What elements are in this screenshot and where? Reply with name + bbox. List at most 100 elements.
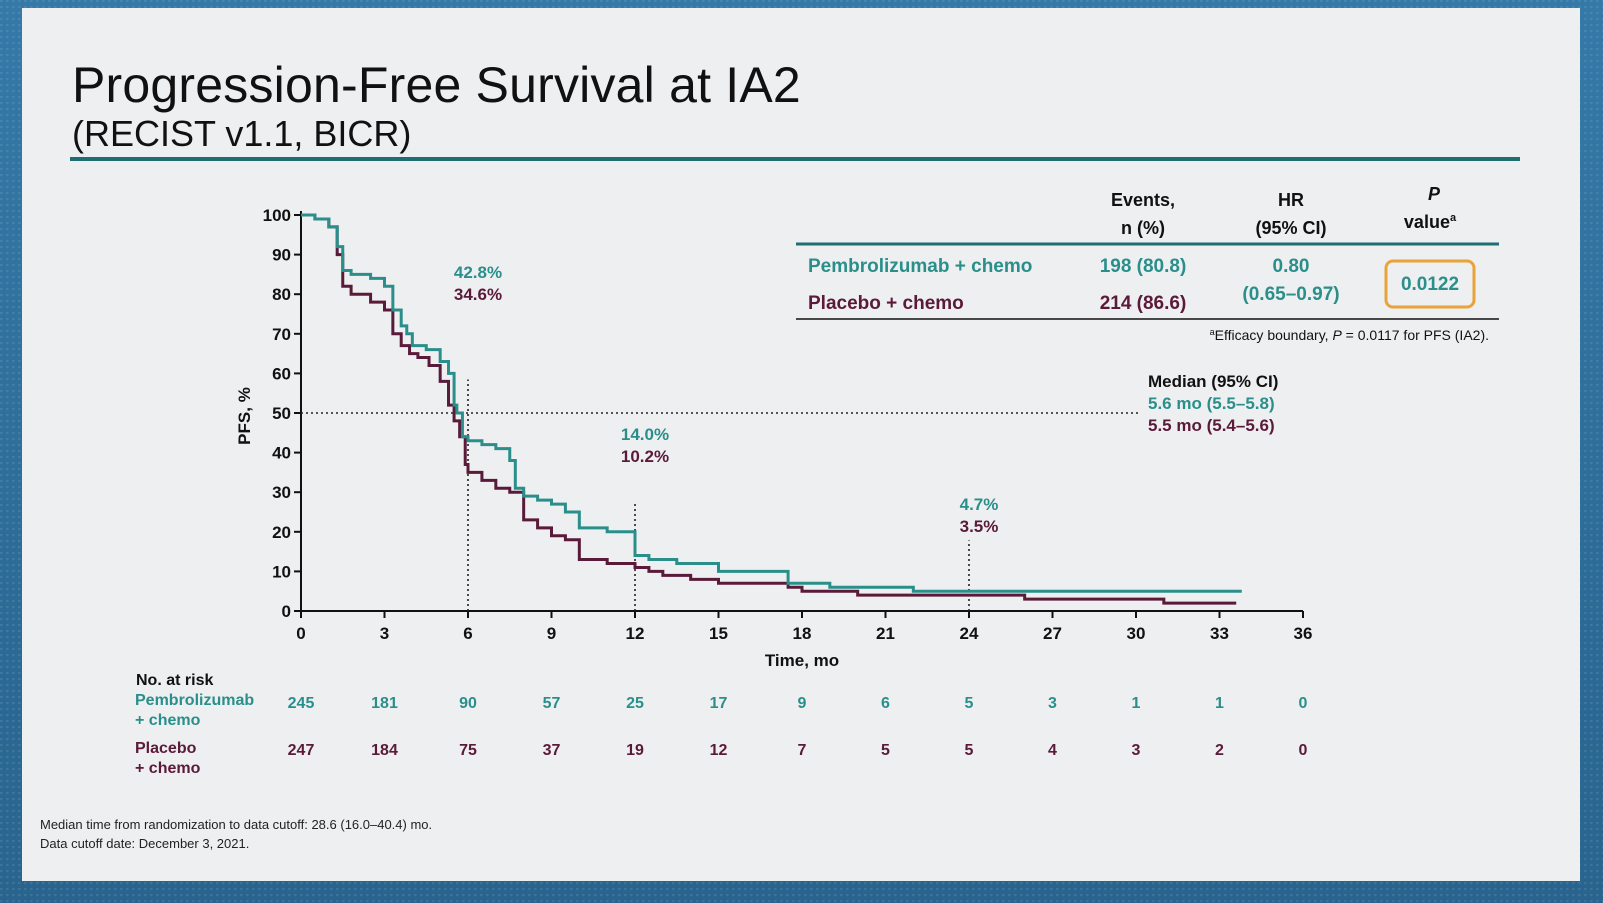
summary-table: Events, n (%) HR (95% CI) P valuea Pembr… <box>796 184 1499 343</box>
landmark-labels: 42.8% 34.6% 14.0% 10.2% 4.7% 3.5% <box>454 263 998 536</box>
y-tick-label: 50 <box>272 404 291 423</box>
row-pembro-arm: Pembrolizumab + chemo <box>808 256 1032 277</box>
x-tick-label: 21 <box>876 624 895 643</box>
hr-ci: (0.65–0.97) <box>1242 284 1339 305</box>
y-axis-label: PFS, % <box>235 387 254 445</box>
risk-pembro-values: 245 181 90 57 25 17 9 6 5 3 1 1 0 <box>288 695 1308 712</box>
median-heading: Median (95% CI) <box>1148 372 1278 391</box>
risk-placebo-value: 12 <box>710 742 728 759</box>
header-events-2: n (%) <box>1121 218 1165 238</box>
x-tick-label: 27 <box>1043 624 1062 643</box>
risk-pembro-value: 17 <box>710 695 728 712</box>
risk-placebo-values: 247 184 75 37 19 12 7 5 5 4 3 2 0 <box>288 742 1308 759</box>
footnote-median-time: Median time from randomization to data c… <box>40 817 433 832</box>
risk-placebo-value: 4 <box>1048 742 1057 759</box>
header-p-2: valuea <box>1404 212 1457 232</box>
risk-placebo-value: 3 <box>1132 742 1141 759</box>
hr-value: 0.80 <box>1273 256 1310 277</box>
risk-pembro-value: 245 <box>288 695 315 712</box>
risk-pembro-value: 9 <box>798 695 807 712</box>
x-tick-label: 30 <box>1127 624 1146 643</box>
y-tick-label: 10 <box>272 562 291 581</box>
landmark-placebo-label: 10.2% <box>621 447 669 466</box>
risk-pembro-value: 90 <box>459 695 477 712</box>
risk-placebo-value: 7 <box>798 742 807 759</box>
risk-pembro-value: 57 <box>543 695 561 712</box>
title-rule <box>70 157 1520 161</box>
pembro-curve <box>301 213 1242 593</box>
risk-placebo-value: 37 <box>543 742 561 759</box>
x-tick-label: 18 <box>793 624 812 643</box>
median-pembro: 5.6 mo (5.5–5.8) <box>1148 394 1275 413</box>
x-tick-label: 36 <box>1294 624 1313 643</box>
y-tick-label: 70 <box>272 325 291 344</box>
risk-heading: No. at risk <box>136 672 213 689</box>
risk-placebo-value: 247 <box>288 742 315 759</box>
risk-placebo-value: 75 <box>459 742 477 759</box>
slide-title: Progression-Free Survival at IA2 <box>72 57 801 113</box>
y-tick-label: 30 <box>272 483 291 502</box>
risk-pembro-value: 1 <box>1132 695 1141 712</box>
landmark-lines <box>467 379 970 611</box>
risk-table: No. at risk Pembrolizumab + chemo Placeb… <box>135 672 1308 777</box>
header-p-1: P <box>1428 184 1441 204</box>
risk-pembro-value: 181 <box>371 695 398 712</box>
slide: Progression-Free Survival at IA2 (RECIST… <box>22 8 1580 881</box>
y-tick-label: 90 <box>272 246 291 265</box>
risk-pembro-label-1: Pembrolizumab <box>135 692 254 709</box>
risk-placebo-value: 5 <box>965 742 974 759</box>
x-tick-label: 15 <box>709 624 728 643</box>
landmark-pembro-label: 14.0% <box>621 425 669 444</box>
y-tick-label: 0 <box>282 602 291 621</box>
x-tick-label: 24 <box>960 624 979 643</box>
y-tick-label: 80 <box>272 285 291 304</box>
header-hr-1: HR <box>1278 190 1304 210</box>
row-placebo-arm: Placebo + chemo <box>808 293 964 314</box>
x-ticks: 0 3 6 9 12 15 18 21 24 27 30 33 36 <box>296 611 1312 643</box>
risk-pembro-value: 5 <box>965 695 974 712</box>
p-value-box <box>1384 259 1476 309</box>
x-tick-label: 33 <box>1210 624 1229 643</box>
risk-pembro-label-2: + chemo <box>135 712 201 729</box>
x-tick-label: 3 <box>380 624 389 643</box>
placebo-curve <box>301 213 1237 605</box>
y-ticks: 0 10 20 30 40 50 60 70 80 90 100 <box>263 206 301 621</box>
header-events-1: Events, <box>1111 190 1175 210</box>
landmark-pembro-label: 42.8% <box>454 263 502 282</box>
p-value: 0.0122 <box>1401 274 1459 295</box>
median-placebo: 5.5 mo (5.4–5.6) <box>1148 416 1275 435</box>
risk-pembro-value: 0 <box>1299 695 1308 712</box>
landmark-placebo-label: 34.6% <box>454 285 502 304</box>
landmark-placebo-label: 3.5% <box>960 517 999 536</box>
risk-placebo-value: 184 <box>371 742 398 759</box>
risk-placebo-value: 5 <box>881 742 890 759</box>
x-tick-label: 12 <box>626 624 645 643</box>
risk-placebo-value: 2 <box>1215 742 1224 759</box>
x-axis-label: Time, mo <box>765 651 839 670</box>
risk-placebo-label-2: + chemo <box>135 760 201 777</box>
y-tick-label: 20 <box>272 523 291 542</box>
header-p-superscript: a <box>1450 212 1457 224</box>
header-hr-2: (95% CI) <box>1255 218 1326 238</box>
y-tick-label: 100 <box>263 206 291 225</box>
y-tick-label: 40 <box>272 444 291 463</box>
risk-placebo-value: 0 <box>1299 742 1308 759</box>
risk-pembro-value: 1 <box>1215 695 1224 712</box>
y-tick-label: 60 <box>272 364 291 383</box>
slide-subtitle: (RECIST v1.1, BICR) <box>72 113 412 154</box>
footnote-cutoff-date: Data cutoff date: December 3, 2021. <box>40 836 250 851</box>
row-pembro-events: 198 (80.8) <box>1100 256 1187 277</box>
landmark-pembro-label: 4.7% <box>960 495 999 514</box>
table-footnote-superscript: a <box>1210 327 1215 337</box>
risk-placebo-value: 19 <box>626 742 644 759</box>
row-placebo-events: 214 (86.6) <box>1100 293 1187 314</box>
x-tick-label: 6 <box>463 624 472 643</box>
risk-pembro-value: 25 <box>626 695 644 712</box>
risk-pembro-value: 6 <box>881 695 890 712</box>
table-footnote: aEfficacy boundary, P = 0.0117 for PFS (… <box>1210 327 1489 343</box>
x-tick-label: 9 <box>547 624 556 643</box>
x-tick-label: 0 <box>296 624 305 643</box>
risk-pembro-value: 3 <box>1048 695 1057 712</box>
risk-placebo-label-1: Placebo <box>135 740 197 757</box>
